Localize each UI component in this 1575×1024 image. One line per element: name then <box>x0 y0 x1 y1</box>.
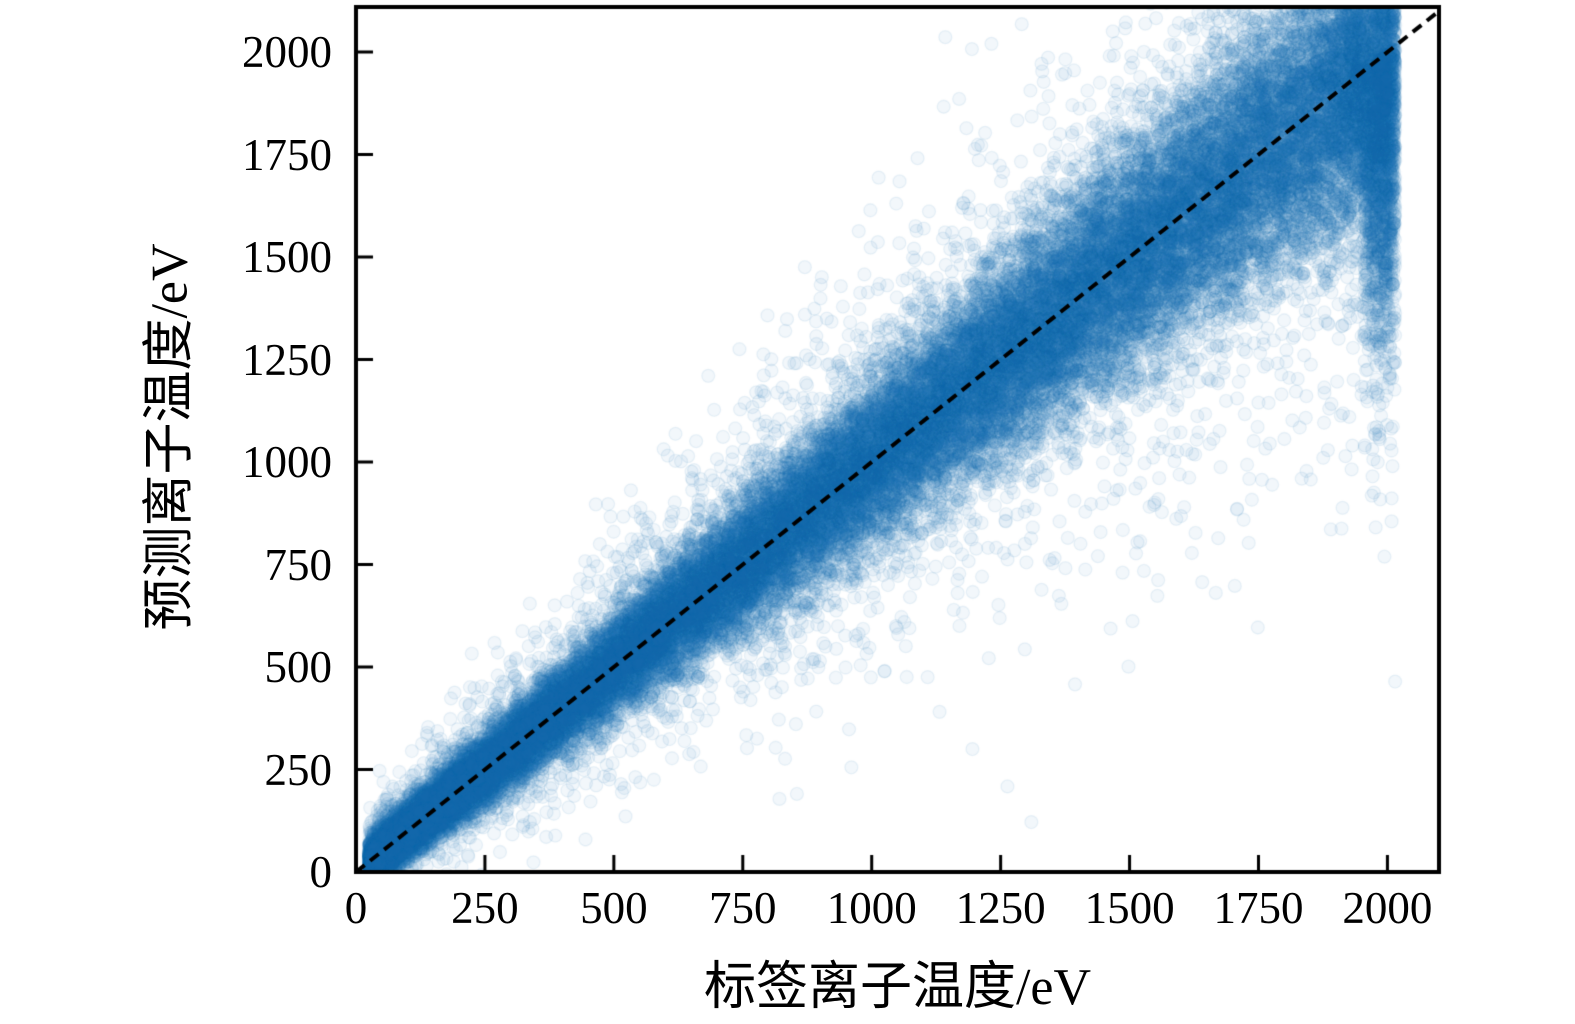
y-axis-label: 预测离子温度/eV <box>141 243 199 631</box>
x-axis-label: 标签离子温度/eV <box>703 959 1092 1016</box>
